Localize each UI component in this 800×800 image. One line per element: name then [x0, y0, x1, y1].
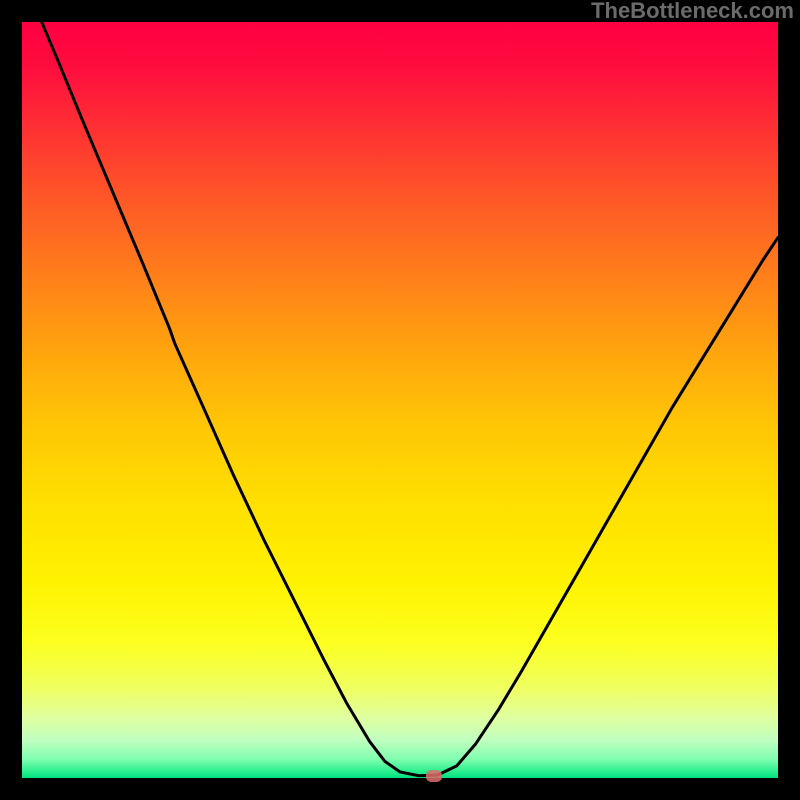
watermark-text: TheBottleneck.com — [591, 0, 794, 24]
bottleneck-curve — [0, 0, 800, 800]
minimum-marker — [426, 770, 442, 782]
chart-frame: { "canvas": { "width": 800, "height": 80… — [0, 0, 800, 800]
